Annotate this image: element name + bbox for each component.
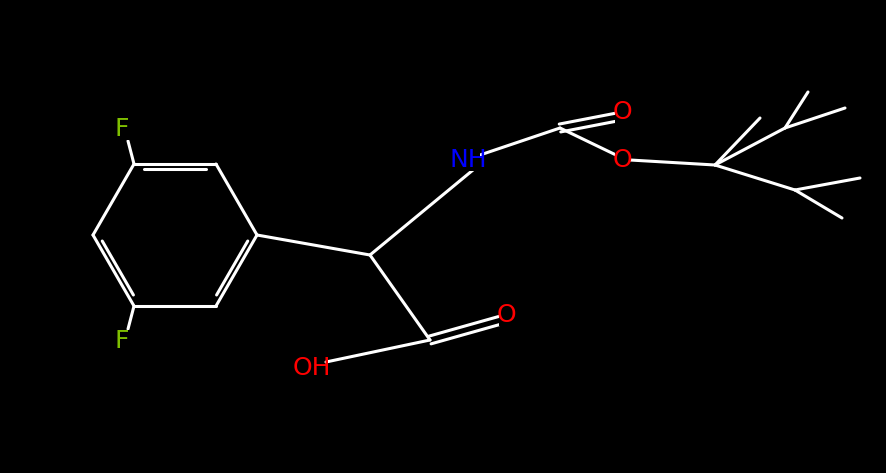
- Bar: [300, 357, 324, 379]
- Bar: [115, 330, 129, 352]
- Bar: [499, 304, 513, 326]
- Bar: [115, 118, 129, 140]
- Text: F: F: [115, 329, 129, 353]
- Text: O: O: [496, 303, 516, 327]
- Bar: [456, 149, 480, 171]
- Text: O: O: [612, 100, 632, 124]
- Bar: [615, 101, 629, 123]
- Text: O: O: [612, 148, 632, 172]
- Text: NH: NH: [449, 148, 486, 172]
- Text: OH: OH: [292, 356, 331, 380]
- Bar: [615, 149, 629, 171]
- Text: F: F: [115, 117, 129, 141]
